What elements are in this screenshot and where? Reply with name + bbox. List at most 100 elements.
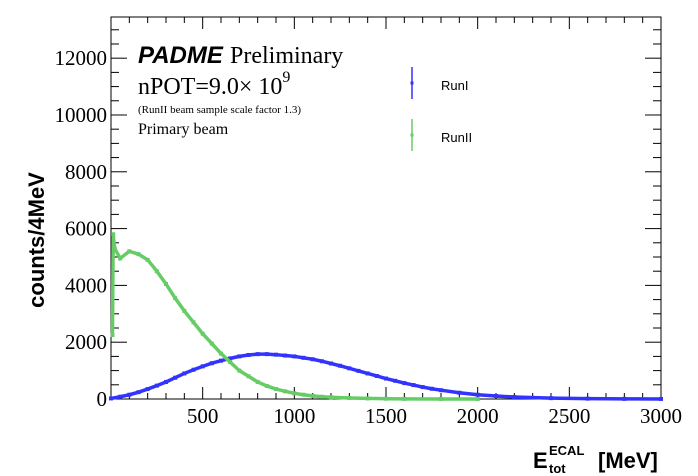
data-point bbox=[255, 379, 260, 384]
data-point bbox=[191, 367, 196, 372]
data-point bbox=[319, 394, 324, 399]
data-point bbox=[365, 371, 370, 376]
data-point bbox=[228, 360, 233, 365]
experiment-label: PADME bbox=[138, 42, 224, 69]
data-point bbox=[659, 396, 663, 401]
data-point bbox=[301, 355, 306, 360]
data-point bbox=[512, 395, 517, 400]
data-point bbox=[118, 394, 123, 399]
data-point bbox=[209, 361, 214, 366]
data-point bbox=[111, 232, 116, 237]
data-point bbox=[310, 357, 315, 362]
data-point bbox=[411, 383, 416, 388]
data-point bbox=[319, 359, 324, 364]
x-tick-label: 3000 bbox=[640, 404, 682, 428]
data-point bbox=[200, 364, 205, 369]
data-point bbox=[283, 389, 288, 394]
data-point bbox=[475, 392, 480, 397]
x-axis-title: E ECAL tot [MeV] bbox=[533, 443, 658, 476]
x-tick-label: 2500 bbox=[548, 404, 590, 428]
data-point bbox=[420, 385, 425, 390]
data-point bbox=[347, 396, 352, 401]
svg-text:ECAL: ECAL bbox=[549, 443, 584, 458]
data-point bbox=[164, 379, 168, 384]
svg-text:E: E bbox=[533, 448, 548, 473]
data-point bbox=[237, 354, 242, 359]
data-point bbox=[136, 252, 141, 257]
data-point bbox=[439, 396, 443, 401]
data-point bbox=[246, 374, 251, 379]
data-point bbox=[219, 351, 223, 356]
data-point bbox=[127, 249, 132, 254]
data-point bbox=[585, 396, 590, 401]
data-point bbox=[329, 395, 333, 400]
data-point bbox=[365, 396, 370, 401]
data-point bbox=[154, 269, 159, 274]
data-point bbox=[274, 387, 278, 392]
data-point bbox=[475, 397, 480, 401]
beam-label: Primary beam bbox=[138, 121, 229, 138]
x-tick-label: 1000 bbox=[273, 404, 315, 428]
data-points bbox=[109, 232, 663, 401]
data-point bbox=[182, 371, 187, 376]
data-point bbox=[228, 356, 233, 361]
data-point bbox=[219, 358, 223, 363]
data-point bbox=[136, 390, 141, 395]
data-point bbox=[209, 341, 214, 346]
data-point bbox=[173, 375, 178, 380]
legend-point-runii bbox=[410, 133, 414, 137]
x-tick-label: 1500 bbox=[365, 404, 407, 428]
y-tick-label: 6000 bbox=[65, 217, 107, 241]
data-point bbox=[283, 353, 288, 358]
data-point bbox=[384, 396, 388, 401]
data-point bbox=[154, 383, 159, 388]
data-point bbox=[182, 308, 187, 313]
data-point bbox=[494, 394, 498, 399]
data-point bbox=[393, 378, 398, 383]
y-tick-label: 4000 bbox=[65, 273, 107, 297]
data-point bbox=[200, 331, 205, 336]
y-tick-label: 0 bbox=[97, 387, 108, 411]
y-tick-label: 10000 bbox=[55, 103, 108, 127]
legend: RunI RunII bbox=[410, 67, 472, 151]
data-point bbox=[118, 256, 123, 261]
data-point bbox=[329, 361, 333, 366]
series-trace bbox=[110, 234, 478, 401]
y-axis-title: counts/4MeV bbox=[24, 172, 49, 308]
svg-text:[MeV]: [MeV] bbox=[598, 448, 658, 473]
x-tick-label: 500 bbox=[187, 404, 219, 428]
data-point bbox=[457, 390, 462, 395]
data-point bbox=[338, 363, 343, 368]
scale-note: (RunII beam sample scale factor 1.3) bbox=[138, 104, 301, 116]
data-point bbox=[301, 392, 306, 397]
series-runii bbox=[110, 232, 480, 401]
axis-ticks: 500 1000 1500 2000 2500 3000 0 2000 4000 6000 8000… bbox=[55, 17, 682, 428]
data-point bbox=[356, 368, 361, 373]
legend-label-runi: RunI bbox=[441, 78, 468, 93]
data-point bbox=[439, 388, 443, 393]
data-point bbox=[164, 281, 168, 286]
data-point bbox=[145, 257, 150, 262]
data-point bbox=[402, 396, 407, 401]
data-point bbox=[310, 393, 315, 398]
data-point bbox=[292, 354, 297, 359]
data-point bbox=[191, 320, 196, 325]
data-point bbox=[173, 296, 178, 301]
y-tick-label: 12000 bbox=[55, 46, 108, 70]
data-point bbox=[127, 392, 132, 397]
series-runi bbox=[109, 352, 663, 401]
data-point bbox=[109, 396, 113, 401]
data-point bbox=[549, 396, 553, 401]
data-point bbox=[264, 383, 269, 388]
data-point bbox=[384, 376, 388, 381]
data-point bbox=[110, 333, 115, 338]
data-point bbox=[347, 366, 352, 371]
npot-label: nPOT=9.0× 109 bbox=[138, 69, 290, 100]
y-tick-label: 2000 bbox=[65, 330, 107, 354]
data-point bbox=[429, 386, 434, 391]
data-point bbox=[402, 381, 407, 386]
data-point bbox=[255, 352, 260, 357]
data-point bbox=[145, 387, 150, 392]
data-point bbox=[292, 391, 297, 396]
